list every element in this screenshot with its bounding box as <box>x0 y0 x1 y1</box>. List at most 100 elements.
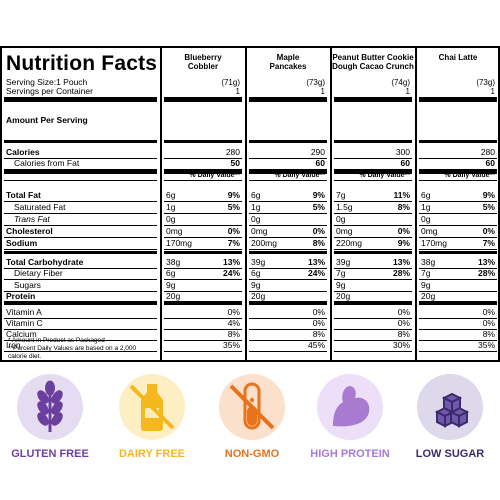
row-label-sat-fat: Saturated Fat <box>14 202 66 212</box>
column-divider <box>415 48 417 360</box>
value-carb: 39g <box>251 257 266 267</box>
value-chol: 0mg <box>421 226 438 236</box>
thin-rule <box>164 329 242 330</box>
servings-count: 1 <box>235 87 240 96</box>
thick-rule <box>249 97 327 102</box>
thin-rule <box>164 268 242 269</box>
value-iron: 35% <box>222 340 240 350</box>
value-vit-c: 0% <box>397 318 410 328</box>
thin-rule <box>4 340 157 341</box>
thin-rule <box>334 169 412 170</box>
percent-chol: 0% <box>397 226 410 236</box>
thin-rule <box>334 302 412 303</box>
value-calories: 280 <box>225 147 240 157</box>
panel-title: Nutrition Facts <box>6 52 158 75</box>
percent-chol: 0% <box>482 226 495 236</box>
thin-rule <box>334 329 412 330</box>
value-carb: 39g <box>336 257 351 267</box>
thin-rule <box>249 268 327 269</box>
serving-grams: (73g) <box>476 78 495 87</box>
value-calcium: 8% <box>227 329 240 339</box>
row-label-calcium: Calcium <box>6 329 37 339</box>
thin-rule <box>4 237 157 238</box>
sugar-cubes-icon <box>417 374 483 440</box>
amount-per-serving: Amount Per Serving <box>6 115 88 125</box>
medium-rule <box>419 251 497 254</box>
daily-value-header: % Daily Value** <box>189 172 240 179</box>
thin-rule <box>164 302 242 303</box>
value-trans-fat: 0g <box>336 214 346 224</box>
thin-rule <box>4 302 157 303</box>
thin-rule <box>164 201 242 202</box>
thin-rule <box>334 291 412 292</box>
value-fiber: 6g <box>251 268 261 278</box>
thin-rule <box>334 340 412 341</box>
badge-label: HIGH PROTEIN <box>310 448 390 460</box>
value-sugars: 9g <box>251 280 261 290</box>
medium-rule <box>4 251 157 254</box>
row-label-calories: Calories <box>6 147 40 157</box>
percent-sodium: 7% <box>482 238 495 248</box>
percent-chol: 0% <box>227 226 240 236</box>
column-divider <box>160 48 162 360</box>
thin-rule <box>419 201 497 202</box>
thin-rule <box>419 318 497 319</box>
row-label-sodium: Sodium <box>6 238 38 248</box>
thin-rule <box>249 237 327 238</box>
medium-rule <box>419 301 497 305</box>
thin-rule <box>164 225 242 226</box>
thin-rule <box>334 225 412 226</box>
thin-rule <box>334 158 412 159</box>
servings-per-container: Servings per Container <box>6 86 93 96</box>
thin-rule <box>4 351 157 352</box>
footnote-percent: **Percent Daily Values are based on a 2,… <box>8 345 137 352</box>
column-divider <box>330 48 332 360</box>
percent-total-fat: 9% <box>312 190 325 200</box>
value-protein: 20g <box>166 291 181 301</box>
percent-sodium: 9% <box>397 238 410 248</box>
value-total-fat: 6g <box>251 190 261 200</box>
value-calcium: 8% <box>397 329 410 339</box>
medium-rule <box>164 170 242 174</box>
medium-rule <box>164 140 242 143</box>
value-sat-fat: 1g <box>251 202 261 212</box>
percent-total-fat: 11% <box>393 190 410 200</box>
daily-value-header: % Daily Value** <box>444 172 495 179</box>
medium-rule <box>249 170 327 174</box>
thin-rule <box>4 291 157 292</box>
medium-rule <box>4 140 157 143</box>
thin-rule <box>249 291 327 292</box>
percent-fiber: 28% <box>392 268 410 278</box>
value-sat-fat: 1g <box>421 202 431 212</box>
percent-total-fat: 9% <box>482 190 495 200</box>
thin-rule <box>4 180 157 181</box>
thin-rule <box>4 213 157 214</box>
thin-rule <box>4 249 157 250</box>
medium-rule <box>249 251 327 254</box>
thin-rule <box>249 318 327 319</box>
percent-sodium: 8% <box>312 238 325 248</box>
thin-rule <box>419 249 497 250</box>
medium-rule <box>334 251 412 254</box>
percent-carb: 13% <box>477 257 495 267</box>
thin-rule <box>334 351 412 352</box>
value-iron: 30% <box>392 340 410 350</box>
thin-rule <box>249 329 327 330</box>
thin-rule <box>249 249 327 250</box>
row-label-protein: Protein <box>6 291 36 301</box>
value-sugars: 9g <box>336 280 346 290</box>
serving-grams: (71g) <box>221 78 240 87</box>
value-cal-fat: 50 <box>230 158 240 168</box>
badge-label: LOW SUGAR <box>415 448 485 460</box>
thin-rule <box>4 169 157 170</box>
thin-rule <box>164 291 242 292</box>
thin-rule <box>4 279 157 280</box>
value-chol: 0mg <box>166 226 183 236</box>
value-chol: 0mg <box>251 226 268 236</box>
thin-rule <box>334 249 412 250</box>
thin-rule <box>164 340 242 341</box>
thin-rule <box>249 302 327 303</box>
badge-label: GLUTEN FREE <box>11 448 89 460</box>
nutrition-facts-panel: Nutrition Facts Serving Size:1 Pouch Ser… <box>0 46 500 362</box>
column-divider <box>245 48 247 360</box>
